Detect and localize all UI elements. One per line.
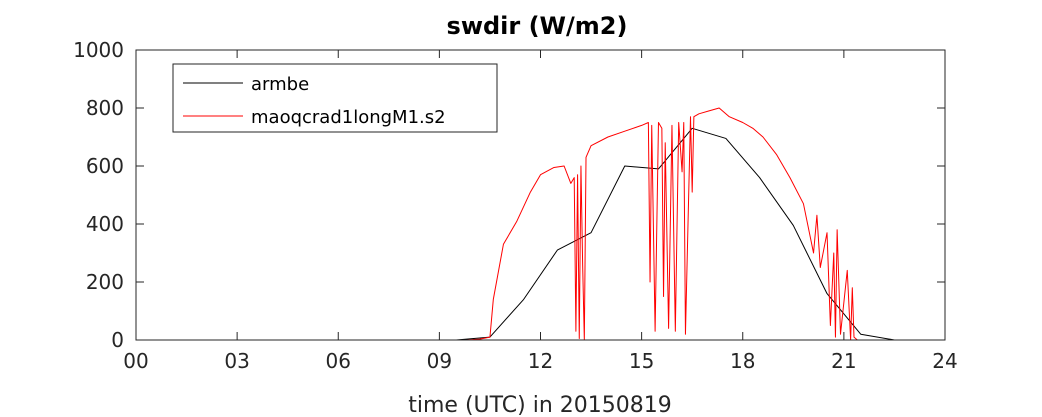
- y-tick-label: 600: [86, 154, 124, 178]
- x-tick-label: 06: [326, 349, 351, 373]
- x-tick-label: 09: [427, 349, 452, 373]
- x-tick-label: 21: [831, 349, 856, 373]
- series-line-maoqcrad1longM1-s2: [136, 107, 945, 341]
- series-layer: [136, 107, 945, 341]
- legend-label-armbe: armbe: [251, 74, 309, 95]
- legend: armbe maoqcrad1longM1.s2: [172, 63, 498, 133]
- series-line-armbe: [136, 127, 945, 341]
- x-tick-label: 15: [629, 349, 654, 373]
- y-tick-label: 400: [86, 212, 124, 236]
- x-tick-label: 03: [224, 349, 249, 373]
- x-tick-label: 18: [730, 349, 755, 373]
- legend-label-maoqcrad1longM1-s2: maoqcrad1longM1.s2: [251, 107, 446, 128]
- x-tick-label: 00: [123, 349, 148, 373]
- y-tick-label: 200: [86, 270, 124, 294]
- y-tick-label: 0: [111, 328, 124, 352]
- x-tick-label: 12: [528, 349, 553, 373]
- y-tick-label: 800: [86, 96, 124, 120]
- chart-title: swdir (W/m2): [447, 12, 628, 40]
- ticks-layer: 00 03 06 09 12 15 18 21 24 0 200 400 600 800 1000: [73, 38, 958, 373]
- y-tick-label: 1000: [73, 38, 124, 62]
- x-tick-label: 24: [932, 349, 957, 373]
- legend-box: [172, 63, 498, 133]
- x-axis-label: time (UTC) in 20150819: [408, 393, 672, 417]
